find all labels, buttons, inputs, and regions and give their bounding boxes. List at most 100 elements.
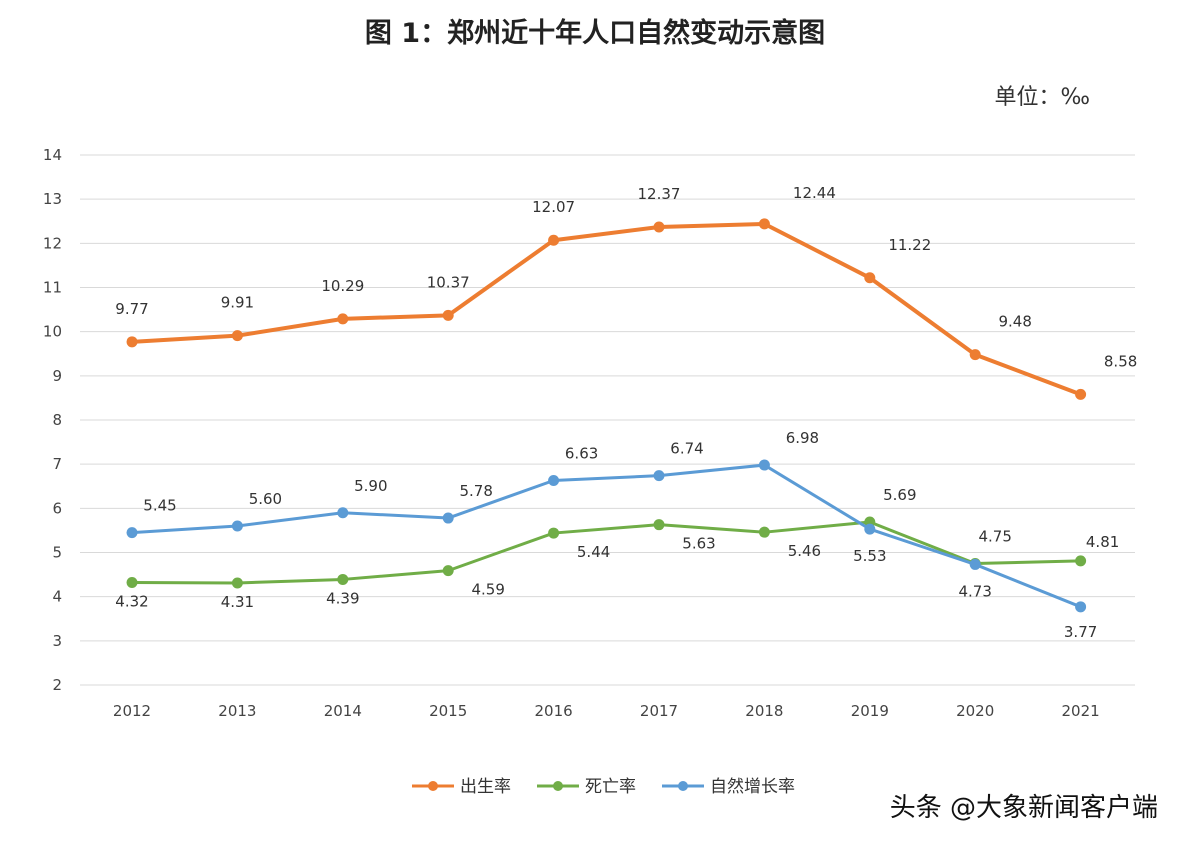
legend-item: 死亡率 [537, 777, 636, 797]
data-label: 4.31 [221, 593, 254, 611]
data-point [231, 520, 243, 532]
data-label: 12.37 [638, 185, 681, 203]
data-label: 5.46 [788, 542, 821, 560]
y-tick-label: 13 [43, 190, 62, 208]
legend-label: 死亡率 [585, 777, 636, 797]
x-tick-label: 2020 [956, 702, 994, 720]
data-label: 10.29 [321, 277, 364, 295]
legend-marker [553, 781, 563, 791]
data-label: 9.91 [221, 294, 254, 312]
data-label: 11.22 [888, 236, 931, 254]
y-tick-label: 2 [52, 676, 62, 694]
y-tick-label: 8 [52, 411, 62, 429]
data-point [1075, 388, 1087, 400]
data-label: 6.63 [565, 445, 598, 463]
y-tick-label: 14 [43, 146, 62, 164]
grid-lines [80, 154, 1135, 686]
data-point [548, 475, 560, 487]
data-label: 4.59 [471, 581, 504, 599]
data-label: 9.48 [998, 313, 1031, 331]
data-label: 12.07 [532, 198, 575, 216]
data-point [653, 221, 665, 233]
data-point [758, 459, 770, 471]
legend: 出生率 死亡率 自然增长率 [412, 777, 795, 797]
data-point [969, 349, 981, 361]
x-tick-label: 2013 [218, 702, 256, 720]
watermark: 头条 @大象新闻客户端 [890, 793, 1158, 823]
data-label: 9.77 [115, 300, 148, 318]
y-tick-label: 7 [52, 455, 62, 473]
legend-label: 出生率 [460, 777, 511, 797]
y-tick-label: 6 [52, 499, 62, 517]
data-label: 8.58 [1104, 352, 1137, 370]
data-point [337, 313, 349, 325]
legend-item: 出生率 [412, 777, 511, 797]
legend-marker [678, 781, 688, 791]
unit-label: 单位：‰ [994, 85, 1090, 110]
y-tick-label: 5 [52, 544, 62, 562]
data-point [126, 527, 138, 539]
data-label: 3.77 [1064, 623, 1097, 641]
x-tick-label: 2015 [429, 702, 467, 720]
data-point [548, 234, 560, 246]
data-point [758, 526, 770, 538]
legend-label: 自然增长率 [710, 777, 795, 797]
x-tick-label: 2014 [324, 702, 362, 720]
data-point [442, 565, 454, 577]
data-label: 5.45 [143, 497, 176, 515]
data-point [653, 470, 665, 482]
data-label: 4.32 [115, 593, 148, 611]
y-axis-ticks: 2 3 4 5 6 7 8 9 10 11 12 13 14 [43, 146, 62, 694]
y-tick-label: 10 [43, 323, 62, 341]
series-lines [126, 218, 1087, 613]
data-label: 4.75 [978, 528, 1011, 546]
data-label: 5.90 [354, 477, 387, 495]
data-point [969, 558, 981, 570]
data-label: 6.98 [786, 429, 819, 447]
data-label: 4.39 [326, 589, 359, 607]
data-point [126, 336, 138, 348]
data-point [126, 577, 138, 589]
data-label: 10.37 [427, 273, 470, 291]
y-tick-label: 12 [43, 234, 62, 252]
y-tick-label: 4 [52, 588, 62, 606]
data-point [442, 512, 454, 524]
data-point [442, 309, 454, 321]
y-tick-label: 11 [43, 279, 62, 297]
data-label: 5.69 [883, 486, 916, 504]
data-label: 5.78 [459, 482, 492, 500]
x-tick-label: 2021 [1062, 702, 1100, 720]
series-line-1 [131, 520, 1081, 585]
data-point [864, 272, 876, 284]
x-axis-ticks: 2012 2013 2014 2015 2016 2017 2018 2019 2020 2021 [113, 702, 1100, 720]
x-tick-label: 2017 [640, 702, 678, 720]
data-point [758, 218, 770, 230]
x-tick-label: 2012 [113, 702, 151, 720]
legend-marker [428, 781, 438, 791]
legend-item: 自然增长率 [662, 777, 795, 797]
data-point [864, 523, 876, 535]
chart-title: 图 1：郑州近十年人口自然变动示意图 [365, 17, 825, 49]
data-point [1075, 555, 1087, 567]
data-label: 5.60 [249, 490, 282, 508]
data-label: 4.73 [958, 582, 991, 600]
data-point [653, 519, 665, 531]
x-tick-label: 2019 [851, 702, 889, 720]
series-line-0 [131, 221, 1082, 397]
data-point [337, 573, 349, 585]
data-point [1075, 601, 1087, 613]
data-point [231, 577, 243, 589]
y-tick-label: 3 [52, 632, 62, 650]
data-label: 5.63 [682, 535, 715, 553]
x-tick-label: 2016 [535, 702, 573, 720]
y-tick-label: 9 [52, 367, 62, 385]
data-label: 4.81 [1086, 533, 1119, 551]
x-tick-label: 2018 [745, 702, 783, 720]
data-labels: 9.77 9.91 10.29 10.37 12.07 12.37 12.44 11.22 9.… [115, 184, 1137, 641]
data-label: 5.53 [853, 547, 886, 565]
data-label: 6.74 [670, 440, 703, 458]
data-label: 12.44 [793, 184, 836, 202]
data-point [548, 527, 560, 539]
data-point [231, 330, 243, 342]
